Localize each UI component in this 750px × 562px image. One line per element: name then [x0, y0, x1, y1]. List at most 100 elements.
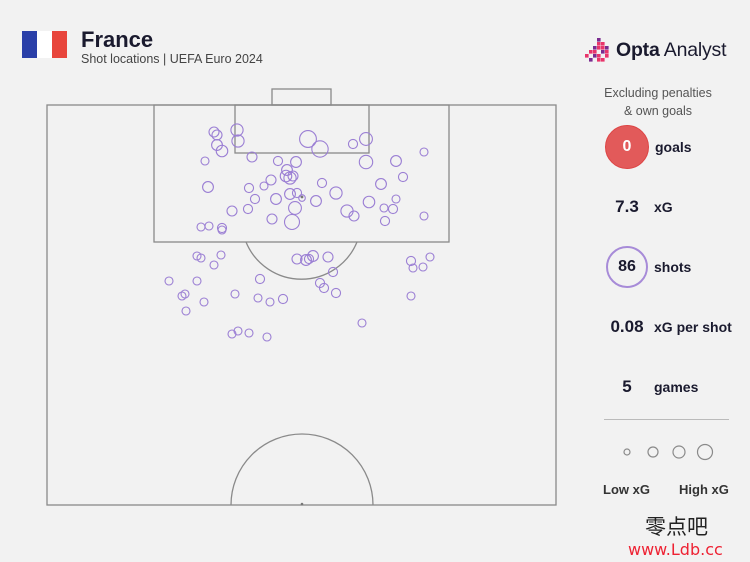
logo-pixel — [597, 54, 601, 58]
games-label: games — [654, 379, 699, 395]
shot-marker — [391, 194, 401, 204]
shot-marker — [419, 147, 429, 157]
shot-marker — [316, 177, 328, 189]
shot-marker — [406, 291, 416, 301]
shot-marker — [265, 174, 277, 186]
logo-pixel — [605, 50, 609, 54]
shot-marker — [196, 253, 206, 263]
shot-marker — [330, 287, 342, 299]
shot-marker — [340, 204, 354, 218]
logo-pixel — [589, 50, 593, 54]
shot-marker — [259, 181, 269, 191]
shot-marker — [265, 297, 275, 307]
shot-marker — [357, 318, 367, 328]
shot-marker — [177, 291, 187, 301]
logo-pixel — [593, 46, 597, 50]
legend-circle-3 — [672, 445, 686, 459]
shot-marker — [291, 253, 303, 265]
exclusion-note: Excluding penalties & own goals — [596, 84, 720, 120]
shot-marker — [204, 221, 214, 231]
legend-low-label: Low xG — [603, 482, 650, 497]
shot-marker — [284, 188, 296, 200]
shot-marker — [244, 328, 254, 338]
logo-pixel — [601, 58, 605, 62]
legend-circle-4 — [696, 443, 714, 461]
stat-shots: 86 shots — [600, 246, 691, 288]
shots-layer — [164, 123, 435, 342]
shot-marker — [425, 252, 435, 262]
logo-pixel — [585, 54, 589, 58]
xg-label: xG — [654, 199, 673, 215]
shot-marker — [303, 253, 315, 265]
shot-marker — [379, 203, 389, 213]
stat-games: 5 games — [600, 377, 698, 397]
shot-marker — [281, 164, 293, 176]
shot-marker — [375, 178, 387, 190]
brand-name: Opta Analyst — [616, 39, 727, 62]
shot-marker — [272, 155, 284, 167]
xg-per-shot-value: 0.08 — [610, 317, 644, 336]
shot-marker — [390, 155, 402, 167]
legend-divider — [604, 419, 729, 420]
shot-marker — [202, 181, 214, 193]
logo-pixel — [589, 58, 593, 62]
shot-marker — [208, 126, 220, 138]
shot-marker — [291, 187, 303, 199]
shot-marker — [164, 276, 174, 286]
shot-marker — [358, 154, 374, 170]
shot-marker — [405, 255, 417, 267]
shot-marker — [230, 289, 240, 299]
legend-circle-2 — [647, 446, 659, 458]
logo-pixel — [597, 46, 601, 50]
stat-xg-per-shot: 0.08 xG per shot — [604, 317, 731, 337]
center-spot — [300, 502, 304, 506]
logo-pixel — [605, 54, 609, 58]
penalty-spot — [300, 195, 304, 199]
games-value: 5 — [622, 377, 632, 396]
shot-marker — [283, 171, 297, 185]
shot-marker — [318, 282, 330, 294]
shot-marker — [216, 222, 228, 234]
logo-pixel — [601, 46, 605, 50]
stat-xg: 7.3 xG — [600, 197, 673, 217]
penalty-box — [153, 104, 450, 243]
shot-marker — [347, 138, 359, 150]
shot-marker — [359, 132, 373, 146]
legend-high-label: High xG — [679, 482, 729, 497]
shot-marker — [298, 194, 306, 202]
shot-marker — [254, 273, 266, 285]
legend-circle-1 — [623, 448, 631, 456]
shot-marker — [246, 151, 258, 163]
shot-marker — [299, 130, 317, 148]
penalty-arc — [245, 241, 358, 280]
shot-marker — [262, 332, 272, 342]
shot-marker — [180, 289, 190, 299]
shot-marker — [279, 169, 293, 183]
shot-marker — [327, 266, 339, 278]
shot-marker — [397, 171, 409, 183]
xg-size-legend — [623, 443, 714, 461]
chart-subtitle: Shot locations | UEFA Euro 2024 — [81, 52, 263, 66]
exclusion-note-line2: & own goals — [623, 104, 693, 118]
shot-marker — [419, 211, 429, 221]
pitch-outline — [46, 104, 557, 506]
logo-pixel — [593, 54, 597, 58]
shot-marker — [196, 222, 206, 232]
shot-marker — [379, 215, 391, 227]
shot-marker — [253, 293, 263, 303]
shot-map-pitch — [46, 88, 557, 506]
logo-pixel — [593, 50, 597, 54]
goals-value: 0 — [605, 125, 649, 169]
shot-marker — [300, 254, 312, 266]
goal — [271, 88, 332, 106]
flag-stripe-red — [52, 31, 67, 58]
shot-marker — [387, 203, 399, 215]
shot-marker — [418, 262, 428, 272]
shot-marker — [199, 297, 209, 307]
shot-marker — [249, 193, 261, 205]
shot-marker — [243, 182, 255, 194]
center-circle-arc — [230, 433, 374, 506]
logo-pixel — [597, 38, 601, 42]
shot-marker — [290, 156, 302, 168]
opta-analyst-logo: Opta Analyst — [584, 37, 727, 63]
